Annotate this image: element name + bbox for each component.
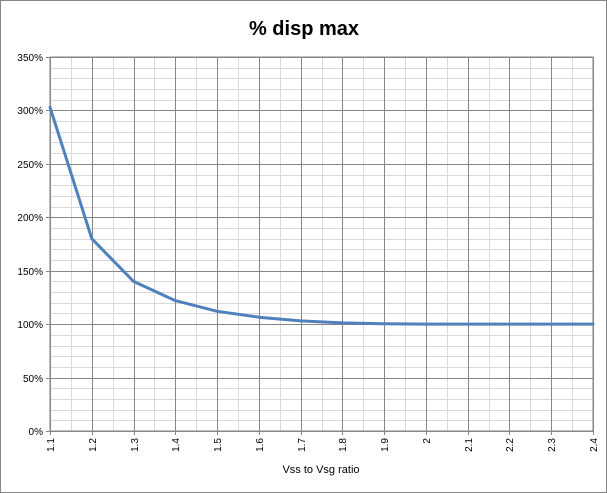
x-tick-label: 2: [422, 438, 433, 444]
x-tick-label: 1.7: [297, 438, 308, 452]
y-tick-label: 300%: [17, 106, 43, 117]
x-tick-label: 1.6: [255, 438, 266, 452]
x-tick-label: 1.4: [171, 438, 182, 452]
series-layer: [48, 105, 595, 326]
x-tick-label: 1.9: [380, 438, 391, 452]
y-tick-label: 350%: [17, 53, 43, 64]
x-tick-label: 2.1: [464, 438, 475, 452]
x-tick-label: 2.3: [547, 438, 558, 452]
x-axis-tick-labels: 1.1 1.2 1.3 1.4 1.5 1.6 1.7 1.8 1.9 2 2.1 2.2 2.3 2.4: [46, 438, 600, 452]
chart-title: % disp max: [249, 18, 359, 40]
y-tick-label: 150%: [17, 267, 43, 278]
x-tick-label: 1.2: [88, 438, 99, 452]
x-tick-label: 2.4: [589, 438, 600, 452]
x-tick-label: 2.2: [505, 438, 516, 452]
series-line: [48, 105, 595, 326]
y-tick-label: 0%: [29, 427, 44, 438]
x-axis-title: Vss to Vsg ratio: [282, 464, 359, 476]
x-tick-label: 1.5: [213, 438, 224, 452]
y-tick-label: 250%: [17, 160, 43, 171]
x-tick-label: 1.8: [338, 438, 349, 452]
y-tick-label: 100%: [17, 320, 43, 331]
y-tick-label: 50%: [23, 374, 43, 385]
plot-area-border: [49, 56, 594, 432]
minor-gridlines: [50, 57, 593, 431]
major-gridlines: [46, 57, 594, 435]
y-axis-tick-labels: 0% 50% 100% 150% 200% 250% 300% 350%: [17, 53, 43, 438]
x-tick-label: 1.3: [130, 438, 141, 452]
x-tick-label: 1.1: [46, 438, 57, 452]
y-tick-label: 200%: [17, 213, 43, 224]
